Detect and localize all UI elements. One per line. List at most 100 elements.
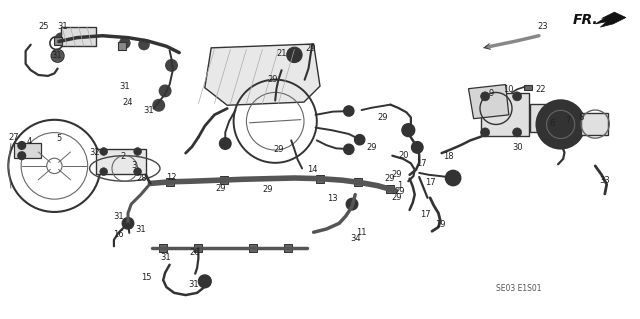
Circle shape xyxy=(481,92,490,101)
Text: 17: 17 xyxy=(425,178,435,187)
Bar xyxy=(54,37,62,46)
Bar xyxy=(166,178,173,186)
Text: 29: 29 xyxy=(395,187,405,196)
Text: 23: 23 xyxy=(538,22,548,31)
Text: SE03 E1S01: SE03 E1S01 xyxy=(496,284,541,293)
Text: 2: 2 xyxy=(120,152,125,161)
Bar xyxy=(355,178,362,186)
Circle shape xyxy=(220,138,231,149)
Circle shape xyxy=(481,128,490,137)
Bar xyxy=(481,93,529,136)
Text: 20: 20 xyxy=(398,151,408,160)
Polygon shape xyxy=(468,85,509,119)
Bar xyxy=(14,143,41,158)
Text: 26: 26 xyxy=(190,248,200,256)
Text: 31: 31 xyxy=(113,212,124,221)
Text: 13: 13 xyxy=(328,194,338,203)
Text: 6: 6 xyxy=(549,119,554,128)
Circle shape xyxy=(122,218,134,229)
Circle shape xyxy=(344,106,354,116)
Text: 29: 29 xyxy=(392,193,402,202)
Bar xyxy=(316,174,324,183)
Circle shape xyxy=(120,38,130,48)
Bar xyxy=(249,244,257,252)
Text: 31: 31 xyxy=(120,82,130,91)
Text: 29: 29 xyxy=(392,170,402,179)
Bar xyxy=(96,149,146,174)
Circle shape xyxy=(513,128,522,137)
Text: 30: 30 xyxy=(512,143,522,152)
Circle shape xyxy=(100,168,108,175)
Circle shape xyxy=(100,148,108,155)
Bar xyxy=(387,185,394,193)
Text: 25: 25 xyxy=(38,22,49,31)
Text: 21: 21 xyxy=(276,49,287,58)
Text: 3: 3 xyxy=(132,161,137,170)
Bar xyxy=(284,244,292,252)
Circle shape xyxy=(159,85,171,97)
Circle shape xyxy=(346,198,358,210)
Circle shape xyxy=(445,170,461,186)
Text: 10: 10 xyxy=(504,85,514,94)
Text: 31: 31 xyxy=(160,253,170,262)
Text: 1: 1 xyxy=(397,181,403,189)
Text: 22: 22 xyxy=(536,85,546,94)
Text: 17: 17 xyxy=(420,210,431,219)
Circle shape xyxy=(412,142,423,153)
Bar xyxy=(195,244,202,252)
Text: 7: 7 xyxy=(566,116,571,125)
Text: 29: 29 xyxy=(378,113,388,122)
Text: 8: 8 xyxy=(579,113,584,122)
Text: 17: 17 xyxy=(416,159,426,168)
Circle shape xyxy=(166,60,177,71)
Text: 31: 31 xyxy=(136,225,146,234)
Text: 32: 32 xyxy=(90,148,100,157)
Text: 29: 29 xyxy=(268,75,278,84)
Circle shape xyxy=(513,92,522,101)
Circle shape xyxy=(344,144,354,154)
Text: 16: 16 xyxy=(113,230,124,239)
Circle shape xyxy=(52,51,63,61)
Text: 9: 9 xyxy=(489,89,494,98)
Text: FR.: FR. xyxy=(573,13,598,27)
Text: 15: 15 xyxy=(141,273,151,282)
Text: 14: 14 xyxy=(307,165,317,174)
Bar xyxy=(581,113,608,135)
Circle shape xyxy=(139,39,149,50)
Circle shape xyxy=(134,168,141,175)
Circle shape xyxy=(287,47,302,63)
Text: 29: 29 xyxy=(306,44,316,53)
Text: 18: 18 xyxy=(443,152,453,161)
Text: 31: 31 xyxy=(143,106,154,115)
Polygon shape xyxy=(205,44,320,105)
Circle shape xyxy=(18,142,26,149)
Text: 33: 33 xyxy=(600,176,610,185)
Circle shape xyxy=(134,148,141,155)
Bar xyxy=(61,27,96,46)
Text: 29: 29 xyxy=(385,174,395,183)
Text: 5: 5 xyxy=(56,134,61,143)
Text: 34: 34 xyxy=(351,234,361,243)
Text: 31: 31 xyxy=(188,280,198,289)
Text: 29: 29 xyxy=(216,184,226,193)
Circle shape xyxy=(18,152,26,160)
Bar xyxy=(524,85,531,90)
Circle shape xyxy=(355,135,365,145)
Text: 27: 27 xyxy=(9,133,19,142)
Text: 19: 19 xyxy=(435,220,445,229)
Circle shape xyxy=(198,275,211,288)
Polygon shape xyxy=(595,12,626,27)
Bar xyxy=(220,176,228,184)
Circle shape xyxy=(56,33,66,43)
Text: 12: 12 xyxy=(166,173,177,182)
Bar xyxy=(530,104,548,132)
Text: 4: 4 xyxy=(27,137,32,146)
Circle shape xyxy=(84,35,95,46)
Text: 29: 29 xyxy=(273,145,284,154)
Bar xyxy=(159,244,167,252)
Text: 11: 11 xyxy=(356,228,367,237)
Text: 29: 29 xyxy=(262,185,273,194)
Text: 24: 24 xyxy=(123,98,133,107)
Text: 31: 31 xyxy=(51,51,61,60)
Circle shape xyxy=(153,100,164,111)
